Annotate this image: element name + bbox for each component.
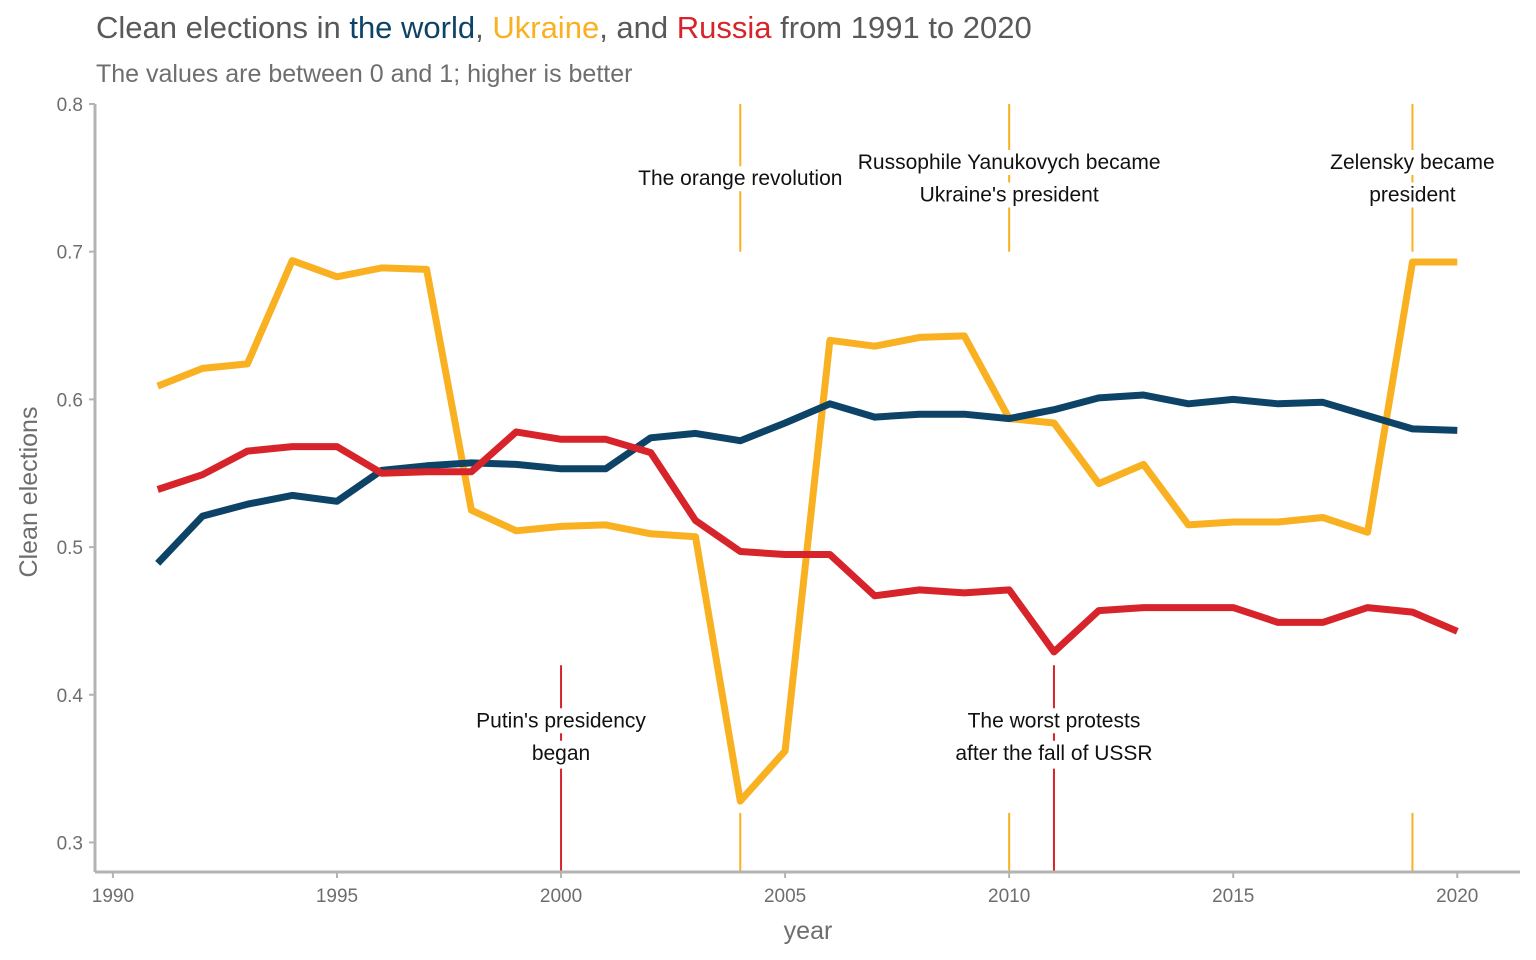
annotation-label-bg — [474, 708, 649, 734]
annotation-label: Ukraine's president — [920, 183, 1099, 206]
title-part: , and — [599, 10, 677, 45]
x-tick-label: 2005 — [764, 886, 806, 907]
y-tick-label: 0.8 — [57, 95, 83, 116]
annotation-label: began — [532, 742, 590, 765]
title-part: , — [475, 10, 493, 45]
y-tick-label: 0.5 — [57, 538, 83, 559]
chart-title: Clean elections in the world, Ukraine, a… — [96, 10, 1032, 46]
title-russia: Russia — [676, 10, 772, 45]
y-tick-label: 0.3 — [57, 833, 83, 854]
x-tick-label: 2015 — [1212, 886, 1254, 907]
annotation-label-bg — [636, 166, 845, 192]
series-line-ukraine — [156, 257, 1458, 805]
x-tick-label: 2000 — [540, 886, 582, 907]
x-tick-label: 2010 — [988, 886, 1030, 907]
title-world: the world — [349, 10, 476, 45]
annotation-label-bg — [965, 708, 1143, 734]
chart-subtitle: The values are between 0 and 1; higher i… — [96, 60, 633, 88]
title-part: Clean elections in — [96, 10, 350, 45]
annotation-label: The worst protests — [968, 709, 1141, 732]
x-axis-title: year — [784, 917, 833, 945]
series-line-the-world — [155, 391, 1458, 566]
annotation-label: president — [1369, 183, 1456, 206]
annotation-label-bg — [953, 740, 1155, 766]
annotation-label-bg — [529, 740, 593, 766]
series-line-russia — [156, 428, 1459, 656]
annotation-label: The orange revolution — [638, 167, 842, 190]
annotation-label-bg — [855, 149, 1163, 175]
y-axis-title: Clean elections — [15, 407, 43, 578]
y-tick-label: 0.7 — [57, 243, 83, 264]
annotation-label-bg — [1328, 149, 1497, 175]
annotation-label-bg — [1367, 182, 1458, 208]
annotation-label-bg — [917, 182, 1101, 208]
x-tick-label: 1995 — [316, 886, 358, 907]
annotation-label: Putin's presidency — [476, 709, 646, 732]
annotation-label: after the fall of USSR — [955, 742, 1152, 765]
annotation-label: Zelensky became — [1330, 151, 1495, 174]
x-tick-label: 1990 — [92, 886, 134, 907]
title-part: from 1991 to 2020 — [771, 10, 1032, 45]
y-tick-label: 0.4 — [57, 686, 84, 707]
y-tick-label: 0.6 — [57, 390, 83, 411]
annotation-label: Russophile Yanukovych became — [858, 151, 1161, 174]
title-ukraine: Ukraine — [492, 10, 600, 45]
x-tick-label: 2020 — [1436, 886, 1478, 907]
